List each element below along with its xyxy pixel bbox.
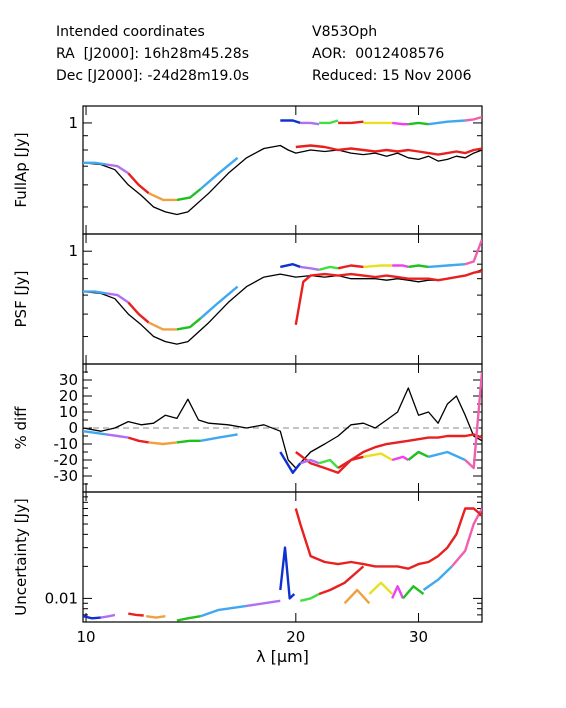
series-line-purple	[106, 292, 129, 304]
x-axis-label: λ [μm]	[256, 647, 309, 666]
y-axis-label: FullAp [Jy]	[12, 132, 30, 207]
series-line-green	[402, 585, 425, 600]
series-line-green	[408, 121, 429, 126]
series-line-orange	[148, 441, 178, 446]
series-line-blue	[280, 119, 301, 125]
y-axis-label: Uncertainty [Jy]	[12, 498, 30, 615]
series-line-red	[128, 612, 144, 617]
series-line-skyblue	[199, 156, 239, 190]
series-line-green	[176, 188, 202, 202]
series-line-skyblue	[428, 119, 466, 126]
header-left-line-3: Dec [J2000]: -24d28m19.0s	[56, 68, 250, 84]
series-line-red	[294, 270, 482, 326]
series-line-orange	[343, 588, 371, 605]
y-axis-label: % diff	[12, 406, 30, 450]
series-line-blue	[280, 263, 301, 269]
series-line-red	[337, 455, 364, 470]
series-line-green	[408, 264, 429, 269]
series-line-purple	[246, 599, 281, 608]
series-line-magenta	[392, 264, 409, 269]
y-tick-label: -20	[54, 451, 79, 469]
series-line-purple	[100, 613, 116, 619]
header-right-line-3: Reduced: 15 Nov 2006	[312, 68, 472, 84]
series-line-green	[176, 615, 201, 622]
plot-frame-2	[82, 363, 483, 493]
series-line-orange	[148, 192, 177, 202]
series-line-purple	[299, 458, 320, 465]
series-line-blue	[83, 615, 101, 620]
y-tick-label: 10	[59, 403, 78, 421]
series-line-red	[127, 172, 150, 195]
y-tick-label: 20	[59, 387, 78, 405]
y-tick-label: 0.01	[45, 589, 78, 607]
plot-frame-1	[82, 233, 483, 365]
series-line-lime	[318, 458, 339, 469]
series-line-magenta	[391, 455, 409, 462]
header-left-line-1: Intended coordinates	[56, 24, 205, 40]
series-line-green	[176, 439, 201, 444]
series-line-green	[407, 450, 430, 461]
series-line-red	[338, 120, 364, 125]
series-line-skyblue	[199, 285, 239, 320]
series-line-purple	[300, 121, 320, 126]
series-line-red	[337, 264, 364, 270]
series-line-purple	[106, 433, 129, 439]
series-line-blue	[279, 546, 296, 600]
series-line-orange	[146, 615, 166, 619]
x-tick-label: 20	[286, 628, 305, 646]
series-line-lime	[300, 592, 320, 602]
series-line-skyblue	[422, 565, 453, 591]
plot-frame-0	[82, 105, 483, 235]
header-left-line-2: RA [J2000]: 16h28m45.28s	[56, 46, 249, 62]
series-line-red	[127, 301, 150, 324]
series-line-orange	[148, 321, 177, 331]
series-line-yellow	[363, 452, 393, 462]
series-line-red	[295, 433, 482, 474]
series-line-skyblue	[83, 161, 107, 166]
y-tick-label: -10	[54, 435, 79, 453]
y-tick-label: 30	[59, 371, 78, 389]
series-line-lime	[318, 265, 339, 271]
series-line-skyblue	[200, 604, 247, 618]
y-tick-label: -30	[54, 467, 79, 485]
series-line-red	[127, 436, 149, 444]
series-line-yellow	[368, 581, 394, 595]
series-line-yellow	[363, 264, 393, 269]
series-line-pink	[450, 507, 482, 568]
series-line-skyblue	[200, 433, 238, 442]
series-line-black	[83, 269, 482, 345]
series-line-purple	[300, 265, 320, 271]
series-line-black	[83, 144, 482, 216]
series-line-blue	[279, 451, 302, 474]
series-line-skyblue	[83, 430, 107, 436]
series-line-green	[176, 317, 202, 331]
y-tick-label: 1	[68, 114, 78, 132]
series-line-magenta	[392, 121, 409, 126]
y-tick-label: 1	[68, 242, 78, 260]
series-line-skyblue	[428, 450, 466, 462]
x-tick-label: 10	[76, 628, 95, 646]
plot-frame-3	[82, 491, 483, 623]
series-line-skyblue	[83, 290, 107, 295]
series-line-purple	[106, 163, 129, 175]
y-axis-label: PSF [Jy]	[12, 271, 30, 328]
series-line-black	[83, 387, 482, 469]
header-right-line-2: AOR: 0012408576	[312, 46, 445, 62]
series-line-red	[318, 565, 365, 596]
header-right-line-1: V853Oph	[312, 24, 378, 40]
series-line-pink	[464, 239, 482, 266]
y-tick-label: 0	[68, 419, 78, 437]
series-line-magenta	[391, 585, 405, 599]
series-line-red	[294, 507, 482, 570]
series-line-pink	[464, 371, 482, 470]
series-line-lime	[319, 119, 339, 125]
series-line-pink	[465, 115, 482, 122]
series-line-red	[295, 144, 482, 156]
series-line-skyblue	[428, 263, 466, 269]
x-tick-label: 30	[409, 628, 428, 646]
